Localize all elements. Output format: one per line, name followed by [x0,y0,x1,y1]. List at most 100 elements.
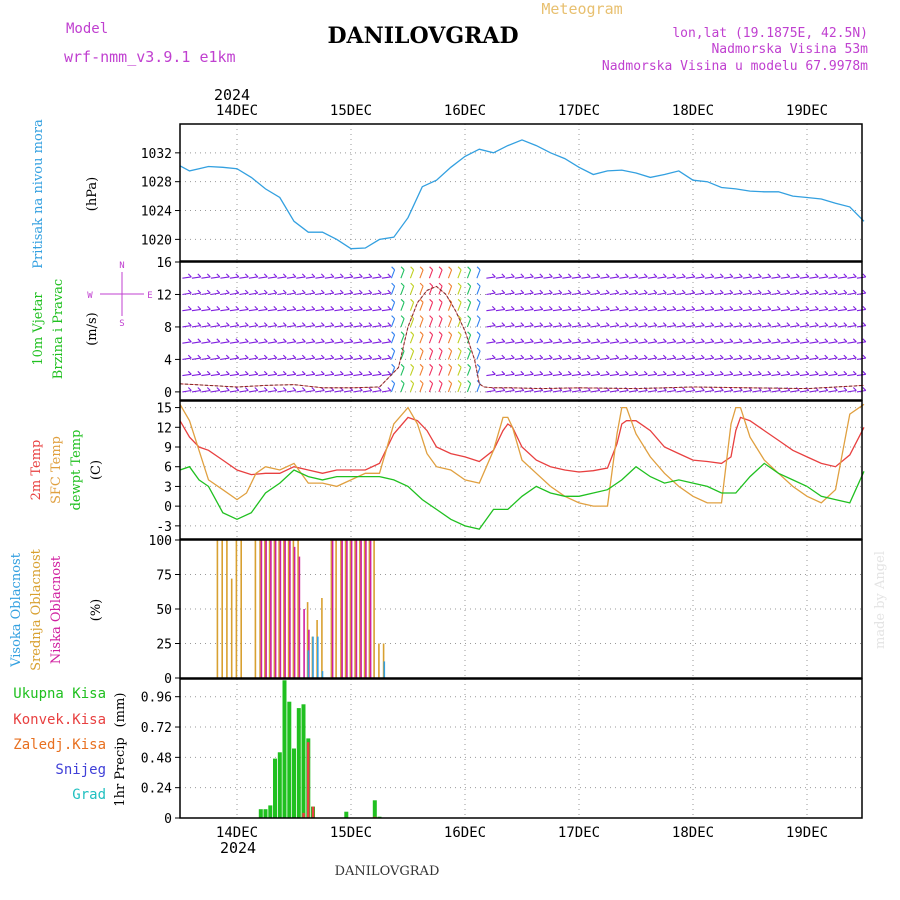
wind-barb [267,373,277,377]
wind-barb [324,373,334,377]
bottom-day-label: 18DEC [672,825,714,841]
wind-barb-flag [700,338,705,343]
wind-barb-flag [216,322,221,326]
wind-barb [638,341,648,344]
wind-barb-flag [605,289,610,294]
wind-gust-line [179,285,865,390]
wind-barb [466,383,472,393]
wind-barb-flag [377,306,382,310]
wind-barb [752,341,762,344]
wind-barb-flag [467,331,471,336]
wind-barb-flag [805,338,810,343]
y-tick-label: 12 [156,288,172,303]
wind-barb-flag [448,315,452,319]
wind-barb [505,308,515,312]
wind-barb [296,357,306,360]
wind-barb-flag [235,354,240,359]
wind-barb [524,325,534,328]
wind-barb-flag [672,387,677,391]
wind-barb-flag [643,338,648,343]
wind-barb-flag [349,306,354,310]
wind-barb [286,389,296,393]
wind-barb [486,357,496,360]
wind-barb-flag [586,338,591,343]
wind-barb-flag [206,322,211,326]
wind-barb-flag [729,354,734,359]
wind-barb [571,341,581,344]
y-tick-label: -3 [156,520,172,535]
wind-barb [524,357,534,360]
wind-barb [182,389,192,393]
wind-barb-flag [558,289,563,294]
wind-barb [562,357,572,360]
wind-barb-flag [738,306,743,310]
wind-barb [847,373,857,377]
wind-barb [742,308,752,312]
wind-barb-flag [833,322,838,326]
wind-barb [210,341,220,344]
wind-barb [210,276,220,279]
wind-barb-flag [391,347,395,352]
wind-barb [837,308,847,312]
wind-barb [752,389,762,393]
wind-barb [562,292,572,296]
wind-barb-flag [225,289,230,294]
wind-barb [248,357,258,360]
wind-barb [638,276,648,279]
wind-barb [543,276,553,279]
wind-barb [277,292,287,296]
wind-barb [543,325,553,328]
wind-barb-flag [786,273,791,278]
wind-barb [752,373,762,377]
wind-barb-flag [605,338,610,343]
precip-unit: (mm) [113,693,128,728]
wind-barb [704,276,714,279]
wind-barb-flag [577,354,582,359]
wind-barb [210,308,220,312]
model-name: wrf-nmm_v3.9.1 e1km [64,48,236,66]
top-day-label: 16DEC [444,103,486,119]
wind-barb [381,341,391,344]
wind-barb-flag [596,370,601,375]
wind-barb [277,341,287,344]
wind-barb [809,325,819,328]
wind-barb [676,357,686,360]
wind-barb [400,285,405,295]
wind-barb [676,292,686,296]
wind-barb-flag [558,354,563,359]
wind-barb-flag [254,370,259,375]
wind-barb-flag [795,354,800,359]
wind-barb [657,389,667,393]
wind-barb-flag [748,338,753,343]
wind-barb [305,308,315,312]
wind-barb [248,325,258,328]
wind-barb-flag [786,370,791,375]
wind-barb [334,341,344,344]
pressure-unit: (hPa) [85,177,100,211]
wind-barb-flag [653,354,658,359]
wind-barb-flag [719,306,724,310]
wind-barb [457,269,462,279]
wind-barb-flag [282,289,287,294]
wind-barb-flag [843,306,848,310]
wind-barb-flag [339,273,344,278]
wind-barb-flag [624,273,629,278]
wind-barb-flag [225,273,230,278]
wind-barb [447,269,453,279]
wind-barb [353,373,363,377]
wind-barb-flag [225,354,230,359]
wind-barb-flag [710,306,715,310]
wind-barb [609,308,619,312]
wind-barb [581,373,591,377]
wind-barb [543,308,553,312]
wind-barb [305,389,315,393]
wind-barb-flag [311,338,316,343]
wind-barb-flag [786,322,791,326]
wind-barb [742,389,752,393]
wind-barb-flag [672,370,677,375]
wind-barb [229,389,239,393]
wind-barb-flag [653,306,658,310]
wind-barb-flag [244,273,249,278]
wind-barb [600,325,610,328]
wind-barb-flag [843,338,848,343]
